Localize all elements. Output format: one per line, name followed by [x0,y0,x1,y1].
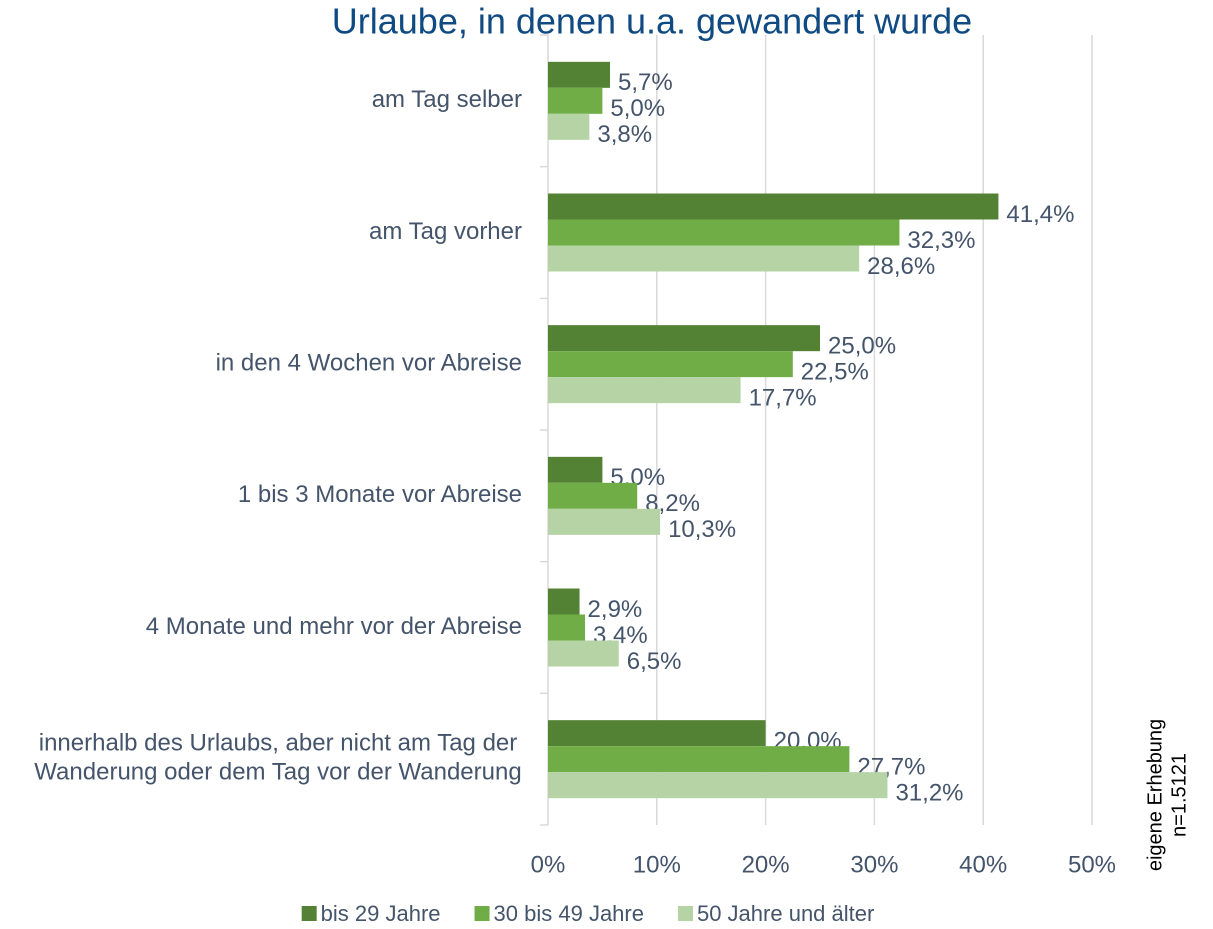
bar [548,482,638,509]
value-label: 5,0% [610,95,665,122]
value-label: 5,7% [618,69,673,96]
value-label: 25,0% [828,333,896,360]
legend-label: 30 bis 49 Jahre [494,901,644,926]
value-label: 10,3% [668,516,736,543]
legend-swatch [677,906,693,921]
bar [548,219,900,246]
bar [548,61,611,88]
legend-swatch [474,906,490,921]
value-label: 17,7% [749,385,817,412]
value-label: 3,8% [597,121,652,148]
bar [548,720,766,747]
bar [548,614,585,641]
bar [548,351,793,378]
y-tick-label: 1 bis 3 Monate vor Abreise [238,481,522,508]
annotation: n=1.5121 [1168,753,1190,837]
y-tick-label: innerhalb des Urlaubs, aber nicht am Tag… [34,730,521,786]
value-label: 22,5% [801,359,869,386]
bar [548,772,888,799]
value-label: 31,2% [895,780,963,807]
bar [548,456,603,483]
x-tick-label: 0% [531,851,566,878]
y-tick-label: in den 4 Wochen vor Abreise [216,350,522,377]
label-line: Wanderung oder dem Tag vor der Wanderung [34,759,521,786]
value-label: 41,4% [1006,201,1074,228]
y-tick-label: am Tag selber [372,86,522,113]
legend-label: bis 29 Jahre [321,901,441,926]
legend-label: 50 Jahre und älter [697,901,874,926]
value-label: 2,9% [588,596,643,623]
bar [548,746,850,773]
chart-title: Urlaube, in denen u.a. gewandert wurde [332,1,972,42]
value-label: 6,5% [627,648,682,675]
annotation: eigene Erhebung [1144,719,1166,871]
value-label: 32,3% [907,227,975,254]
label-line: innerhalb des Urlaubs, aber nicht am Tag… [39,730,518,757]
legend-swatch [301,906,317,921]
x-tick-label: 30% [850,851,898,878]
value-label: 28,6% [867,253,935,280]
bar [548,87,603,114]
x-tick-label: 40% [959,851,1007,878]
bar [548,113,590,140]
x-tick-label: 20% [742,851,790,878]
y-tick-label: 4 Monate und mehr vor der Abreise [146,613,522,640]
legend: bis 29 Jahre 30 bis 49 Jahre 50 Jahre und … [301,901,874,926]
y-tick-label: am Tag vorher [369,218,522,245]
x-tick-label: 50% [1068,851,1116,878]
bar [548,588,580,615]
x-tick-label: 10% [633,851,681,878]
bar [548,193,999,220]
bar [548,508,661,535]
bar [548,377,741,404]
bar [548,640,619,667]
bar [548,245,860,272]
bar [548,325,820,352]
